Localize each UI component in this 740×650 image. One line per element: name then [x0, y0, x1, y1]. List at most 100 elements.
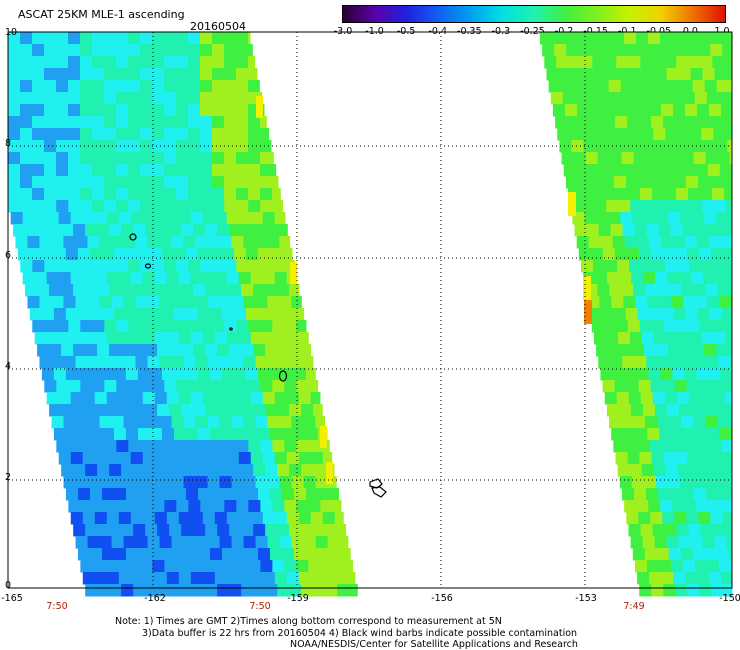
swath-cell: [75, 236, 88, 249]
swath-cell: [281, 428, 295, 441]
swath-cell: [164, 116, 177, 129]
swath-cell: [649, 440, 662, 453]
swath-cell: [572, 80, 586, 93]
swath-cell: [615, 320, 629, 333]
swath-cell: [688, 56, 701, 69]
swath-cell: [80, 320, 93, 333]
swath-cell: [118, 512, 132, 525]
swath-cell: [692, 548, 706, 561]
swath-cell: [140, 152, 153, 165]
swath-cell: [135, 356, 149, 369]
swath-accent: [584, 300, 592, 324]
swath-cell: [563, 164, 577, 177]
swath-cell: [68, 92, 81, 105]
swath-cell: [41, 248, 55, 261]
swath-cell: [603, 116, 616, 129]
swath-cell: [620, 80, 634, 93]
swath-cell: [643, 272, 656, 285]
swath-cell: [636, 32, 649, 45]
swath-cell: [720, 32, 733, 45]
swath-cell: [32, 68, 45, 81]
swath-cell: [690, 200, 703, 213]
swath-cell: [80, 440, 93, 453]
swath-cell: [542, 44, 555, 57]
swath-cell: [56, 176, 69, 189]
swath-cell: [56, 80, 69, 93]
swath-cell: [176, 500, 189, 513]
swath-left: [8, 32, 358, 597]
swath-cell: [130, 512, 144, 525]
swath-cell: [648, 236, 662, 249]
swath-cell: [717, 416, 730, 429]
swath-cell: [637, 176, 651, 189]
swath-cell: [221, 548, 235, 561]
swath-cell: [161, 308, 175, 321]
swath-cell: [221, 308, 235, 321]
swath-cell: [111, 416, 125, 429]
swath-cell: [104, 104, 117, 117]
swath-cell: [185, 428, 199, 441]
swath-cell: [142, 512, 156, 525]
swath-cell: [68, 176, 81, 189]
swath-cell: [183, 476, 197, 489]
swath-cell: [207, 416, 221, 429]
swath-cell: [255, 416, 269, 429]
swath-cell: [609, 152, 623, 165]
swath-cell: [265, 584, 278, 597]
x-tick-153: -153: [575, 593, 597, 604]
swath-cell: [628, 392, 642, 405]
swath-cell: [641, 128, 654, 141]
swath-cell: [660, 236, 674, 249]
swath-cell: [694, 560, 708, 573]
swath-cell: [236, 44, 249, 57]
swath-cell: [681, 416, 694, 429]
swath-cell: [63, 416, 77, 429]
swath-cell: [658, 356, 671, 369]
swath-cell: [293, 368, 307, 381]
swath-cell: [628, 524, 641, 537]
swath-cell: [272, 260, 285, 273]
swath-cell: [125, 248, 139, 261]
swath-cell: [75, 356, 89, 369]
swath-cell: [700, 392, 714, 405]
swath-cell: [140, 92, 153, 105]
swath-cell: [699, 584, 712, 597]
swath-cell: [698, 248, 712, 261]
swath-cell: [289, 344, 302, 357]
swath-cell: [241, 584, 254, 597]
swath-cell: [647, 296, 660, 309]
swath-cell: [277, 284, 290, 297]
swath-cell: [34, 272, 48, 285]
swath-cell: [159, 236, 172, 249]
swath-cell: [176, 440, 189, 453]
swath-cell: [87, 236, 100, 249]
swath-cell: [92, 68, 105, 81]
swath-cell: [226, 512, 240, 525]
swath-cell: [87, 476, 101, 489]
swath-cell: [301, 404, 314, 417]
swath-cell: [145, 464, 158, 477]
swath-cell: [238, 272, 252, 285]
swath-cell: [272, 164, 277, 177]
swath-cell: [202, 512, 216, 525]
swath-cell: [305, 488, 319, 501]
map-frame: [7, 31, 733, 589]
swath-cell: [692, 212, 705, 225]
swath-cell: [214, 392, 228, 405]
swath-cell: [327, 536, 341, 549]
swath-cell: [70, 512, 84, 525]
swath-cell: [212, 176, 225, 189]
swath-cell: [672, 500, 685, 513]
swath-cell: [152, 128, 165, 141]
swath-cell: [123, 416, 137, 429]
swath-cell: [188, 164, 201, 177]
swath-cell: [277, 524, 290, 537]
swath-cell: [140, 56, 153, 69]
swath-cell: [56, 44, 69, 57]
swath-cell: [279, 476, 293, 489]
swath-cell: [164, 164, 177, 177]
swath-cell: [169, 464, 182, 477]
swath-cell: [99, 236, 112, 249]
swath-cell: [715, 476, 729, 489]
swath-cell: [37, 344, 50, 357]
